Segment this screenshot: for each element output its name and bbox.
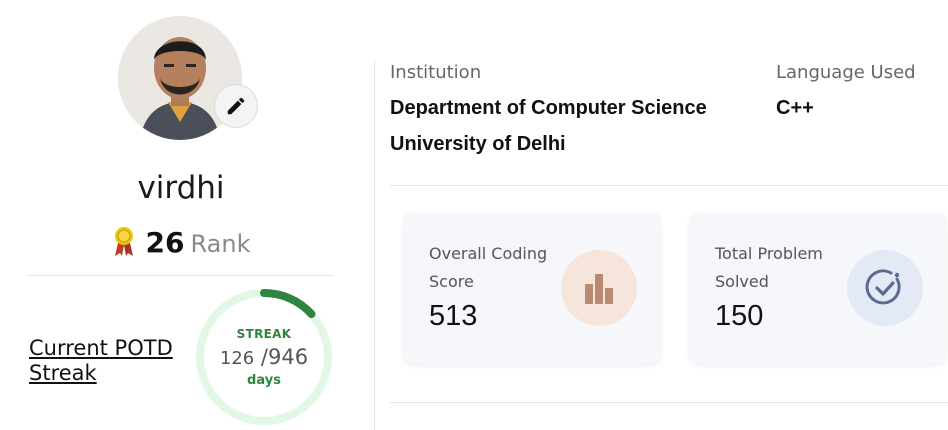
pencil-icon	[227, 97, 245, 115]
card-title: Total Problem Solved	[715, 244, 823, 291]
institution-name-line1: Department of Computer Science	[390, 97, 707, 119]
check-circle-icon	[865, 269, 901, 305]
rank-value: 26	[145, 226, 185, 259]
streak-summary: STREAK 126 /946 days	[193, 286, 335, 428]
streak-ring-progress	[196, 289, 332, 425]
language-value: C++	[776, 97, 814, 119]
coding-score-card: Overall Coding Score 513	[403, 212, 661, 364]
edit-profile-button[interactable]	[214, 84, 258, 128]
problems-solved-card: Total Problem Solved 150	[689, 212, 947, 364]
rank-row: 26 Rank	[28, 226, 334, 259]
streak-total: 946	[268, 344, 309, 369]
medal-icon	[114, 226, 133, 256]
divider	[390, 402, 948, 403]
avatar-container	[118, 16, 258, 140]
profile-photo	[118, 16, 242, 140]
institution-label: Institution	[390, 62, 482, 83]
bar-chart-icon	[585, 274, 613, 304]
language-label: Language Used	[776, 62, 916, 83]
column-divider	[374, 60, 375, 430]
rank-label: Rank	[190, 230, 251, 258]
streak-separator: /	[254, 344, 269, 369]
streak-count: 126 /946	[220, 345, 308, 369]
username: virdhi	[137, 170, 225, 206]
streak-unit: days	[247, 372, 281, 388]
card-icon-badge	[847, 250, 923, 326]
avatar	[118, 16, 242, 140]
streak-current: 126	[219, 347, 255, 369]
card-value: 150	[715, 300, 764, 332]
card-value: 513	[429, 300, 478, 332]
institution-name-line2: University of Delhi	[390, 133, 566, 155]
divider	[28, 275, 334, 276]
card-icon-badge	[561, 250, 637, 326]
streak-label: STREAK	[236, 326, 292, 341]
divider	[390, 185, 948, 186]
current-potd-streak-link[interactable]: Current POTD Streak	[29, 336, 173, 385]
streak-progress-ring	[196, 289, 332, 425]
card-title: Overall Coding Score	[429, 244, 548, 291]
